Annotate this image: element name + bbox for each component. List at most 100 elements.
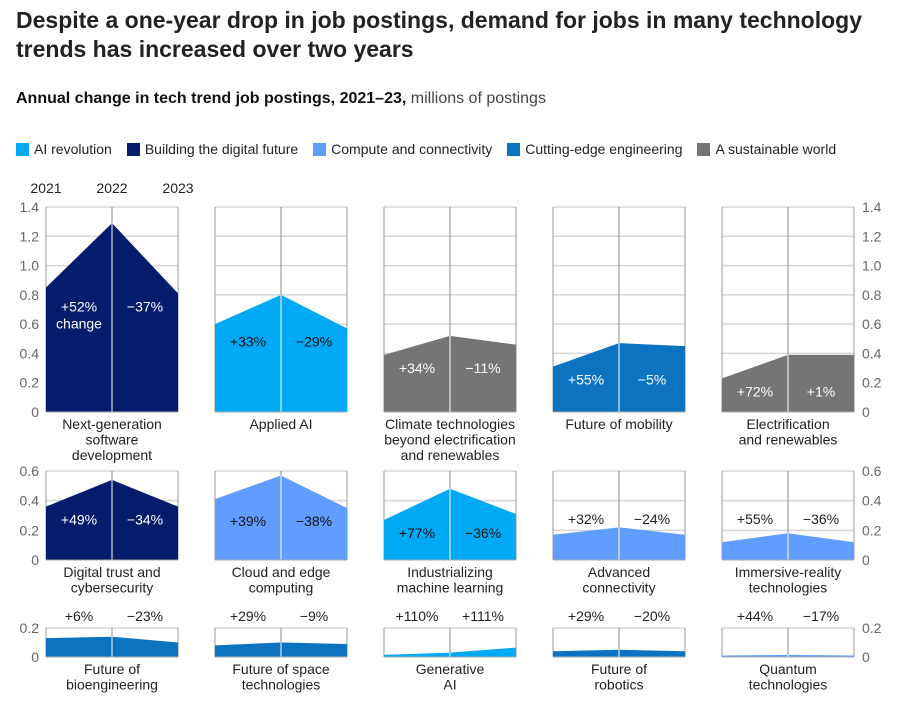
- change-label-2022-2023: +1%: [807, 383, 835, 399]
- legend-swatch: [16, 142, 29, 156]
- change-label-2021-2022: +44%: [737, 608, 773, 624]
- panel-title: technologies: [242, 677, 321, 693]
- panel-title: robotics: [594, 677, 643, 693]
- y-tick-label-left: 0.6: [20, 463, 40, 479]
- year-label: 2023: [162, 180, 193, 196]
- legend-label: Building the digital future: [144, 141, 299, 157]
- legend-item-sustainable: A sustainable world: [697, 141, 836, 157]
- panel-title: Quantum: [759, 661, 817, 677]
- subtitle-unit: millions of postings: [410, 90, 546, 107]
- panel-title: Future of: [591, 661, 647, 677]
- panel-title: Climate technologies: [385, 416, 515, 432]
- legend-swatch: [507, 142, 521, 156]
- change-label-2022-2023: −11%: [465, 360, 500, 376]
- y-tick-label-left: 0.2: [20, 620, 40, 636]
- y-tick-label-right: 1.2: [862, 228, 882, 244]
- y-tick-label-left: 1.4: [20, 199, 40, 215]
- panel-title: Digital trust and: [63, 564, 160, 580]
- panel-title: Future of: [84, 661, 140, 677]
- legend-item-ai: AI revolution: [16, 141, 112, 157]
- change-label-2021-2022: +52%: [61, 298, 97, 314]
- y-tick-label-right: 0.2: [862, 620, 882, 636]
- change-label-2021-2022: +33%: [230, 334, 266, 350]
- change-label-2022-2023: −20%: [634, 608, 670, 624]
- legend-item-compute: Compute and connectivity: [313, 141, 492, 157]
- y-tick-label-left: 0: [31, 552, 39, 568]
- change-label-2022-2023: −36%: [465, 525, 501, 541]
- change-label-2022-2023: −34%: [127, 512, 163, 528]
- change-label-2021-2022: +6%: [65, 608, 93, 624]
- change-label-note: change: [56, 315, 102, 331]
- y-tick-label-right: 0: [862, 552, 870, 568]
- y-tick-label-left: 0.4: [20, 493, 40, 509]
- change-label-2022-2023: −37%: [127, 298, 163, 314]
- legend-label: AI revolution: [34, 141, 112, 157]
- year-label: 2021: [30, 180, 61, 196]
- y-tick-label-right: 0: [862, 649, 870, 665]
- legend-item-engineering: Cutting-edge engineering: [507, 141, 682, 157]
- y-tick-label-right: 0.2: [862, 522, 882, 538]
- legend-label: Cutting-edge engineering: [525, 141, 683, 157]
- panel-title: AI: [443, 677, 456, 693]
- change-label-2021-2022: +32%: [568, 511, 604, 527]
- y-tick-label-left: 0.2: [20, 522, 40, 538]
- year-label: 2022: [96, 180, 127, 196]
- y-tick-label-right: 0.6: [862, 463, 882, 479]
- panel-title: bioengineering: [66, 677, 158, 693]
- legend-swatch: [126, 142, 140, 156]
- change-label-2022-2023: −9%: [300, 608, 328, 624]
- chart-subtitle: Annual change in tech trend job postings…: [16, 90, 546, 108]
- y-tick-label-right: 0: [862, 404, 870, 420]
- change-label-2022-2023: −23%: [127, 608, 163, 624]
- legend-label: Compute and connectivity: [331, 141, 493, 157]
- change-label-2022-2023: −38%: [296, 513, 332, 529]
- change-label-2022-2023: −24%: [634, 511, 670, 527]
- panel-title: technologies: [749, 580, 828, 596]
- legend-swatch: [313, 142, 327, 156]
- panel-title: machine learning: [397, 580, 504, 596]
- y-tick-label-left: 0.6: [20, 316, 40, 332]
- change-label-2021-2022: +29%: [230, 608, 266, 624]
- panel-title: beyond electrification: [384, 432, 516, 448]
- panel-title: Generative: [416, 661, 485, 677]
- y-tick-label-right: 1.0: [862, 258, 882, 274]
- change-label-2021-2022: +29%: [568, 608, 604, 624]
- legend-label: A sustainable world: [715, 141, 837, 157]
- y-tick-label-left: 0.2: [20, 375, 40, 391]
- y-tick-label-left: 0.4: [20, 345, 40, 361]
- panel-title: computing: [249, 580, 314, 596]
- panel-title: cybersecurity: [71, 580, 153, 596]
- change-label-2022-2023: −29%: [296, 334, 332, 350]
- panel-title: development: [72, 447, 152, 463]
- legend-swatch: [697, 142, 711, 156]
- change-label-2021-2022: +72%: [737, 383, 773, 399]
- change-label-2021-2022: +39%: [230, 513, 266, 529]
- panel-title: Advanced: [588, 564, 650, 580]
- y-tick-label-left: 1.0: [20, 258, 40, 274]
- change-label-2021-2022: +55%: [568, 372, 604, 388]
- change-label-2021-2022: +49%: [61, 512, 97, 528]
- panel-title: Applied AI: [249, 416, 312, 432]
- y-tick-label-left: 1.2: [20, 228, 40, 244]
- legend-item-digital: Building the digital future: [126, 141, 299, 157]
- chart-title: Despite a one-year drop in job postings,…: [16, 7, 862, 62]
- y-tick-label-left: 0: [31, 404, 39, 420]
- panel-title: Future of space: [232, 661, 329, 677]
- change-label-2022-2023: +111%: [462, 608, 504, 624]
- panel-title: Electrification: [746, 416, 829, 432]
- y-tick-label-right: 0.2: [862, 375, 882, 391]
- panel-title: and renewables: [401, 447, 500, 463]
- y-tick-label-right: 0.4: [862, 493, 882, 509]
- panel-title: software: [86, 432, 139, 448]
- change-label-2022-2023: −5%: [638, 372, 666, 388]
- panel-title: Next-generation: [62, 416, 162, 432]
- panel-title: and renewables: [739, 432, 838, 448]
- change-label-2022-2023: −36%: [803, 511, 839, 527]
- y-tick-label-left: 0: [31, 649, 39, 665]
- subtitle-main: Annual change in tech trend job postings…: [16, 90, 407, 107]
- panel-title: Cloud and edge: [232, 564, 331, 580]
- y-tick-label-left: 0.8: [20, 287, 40, 303]
- panel-title: technologies: [749, 677, 828, 693]
- change-label-2021-2022: +110%: [396, 608, 439, 624]
